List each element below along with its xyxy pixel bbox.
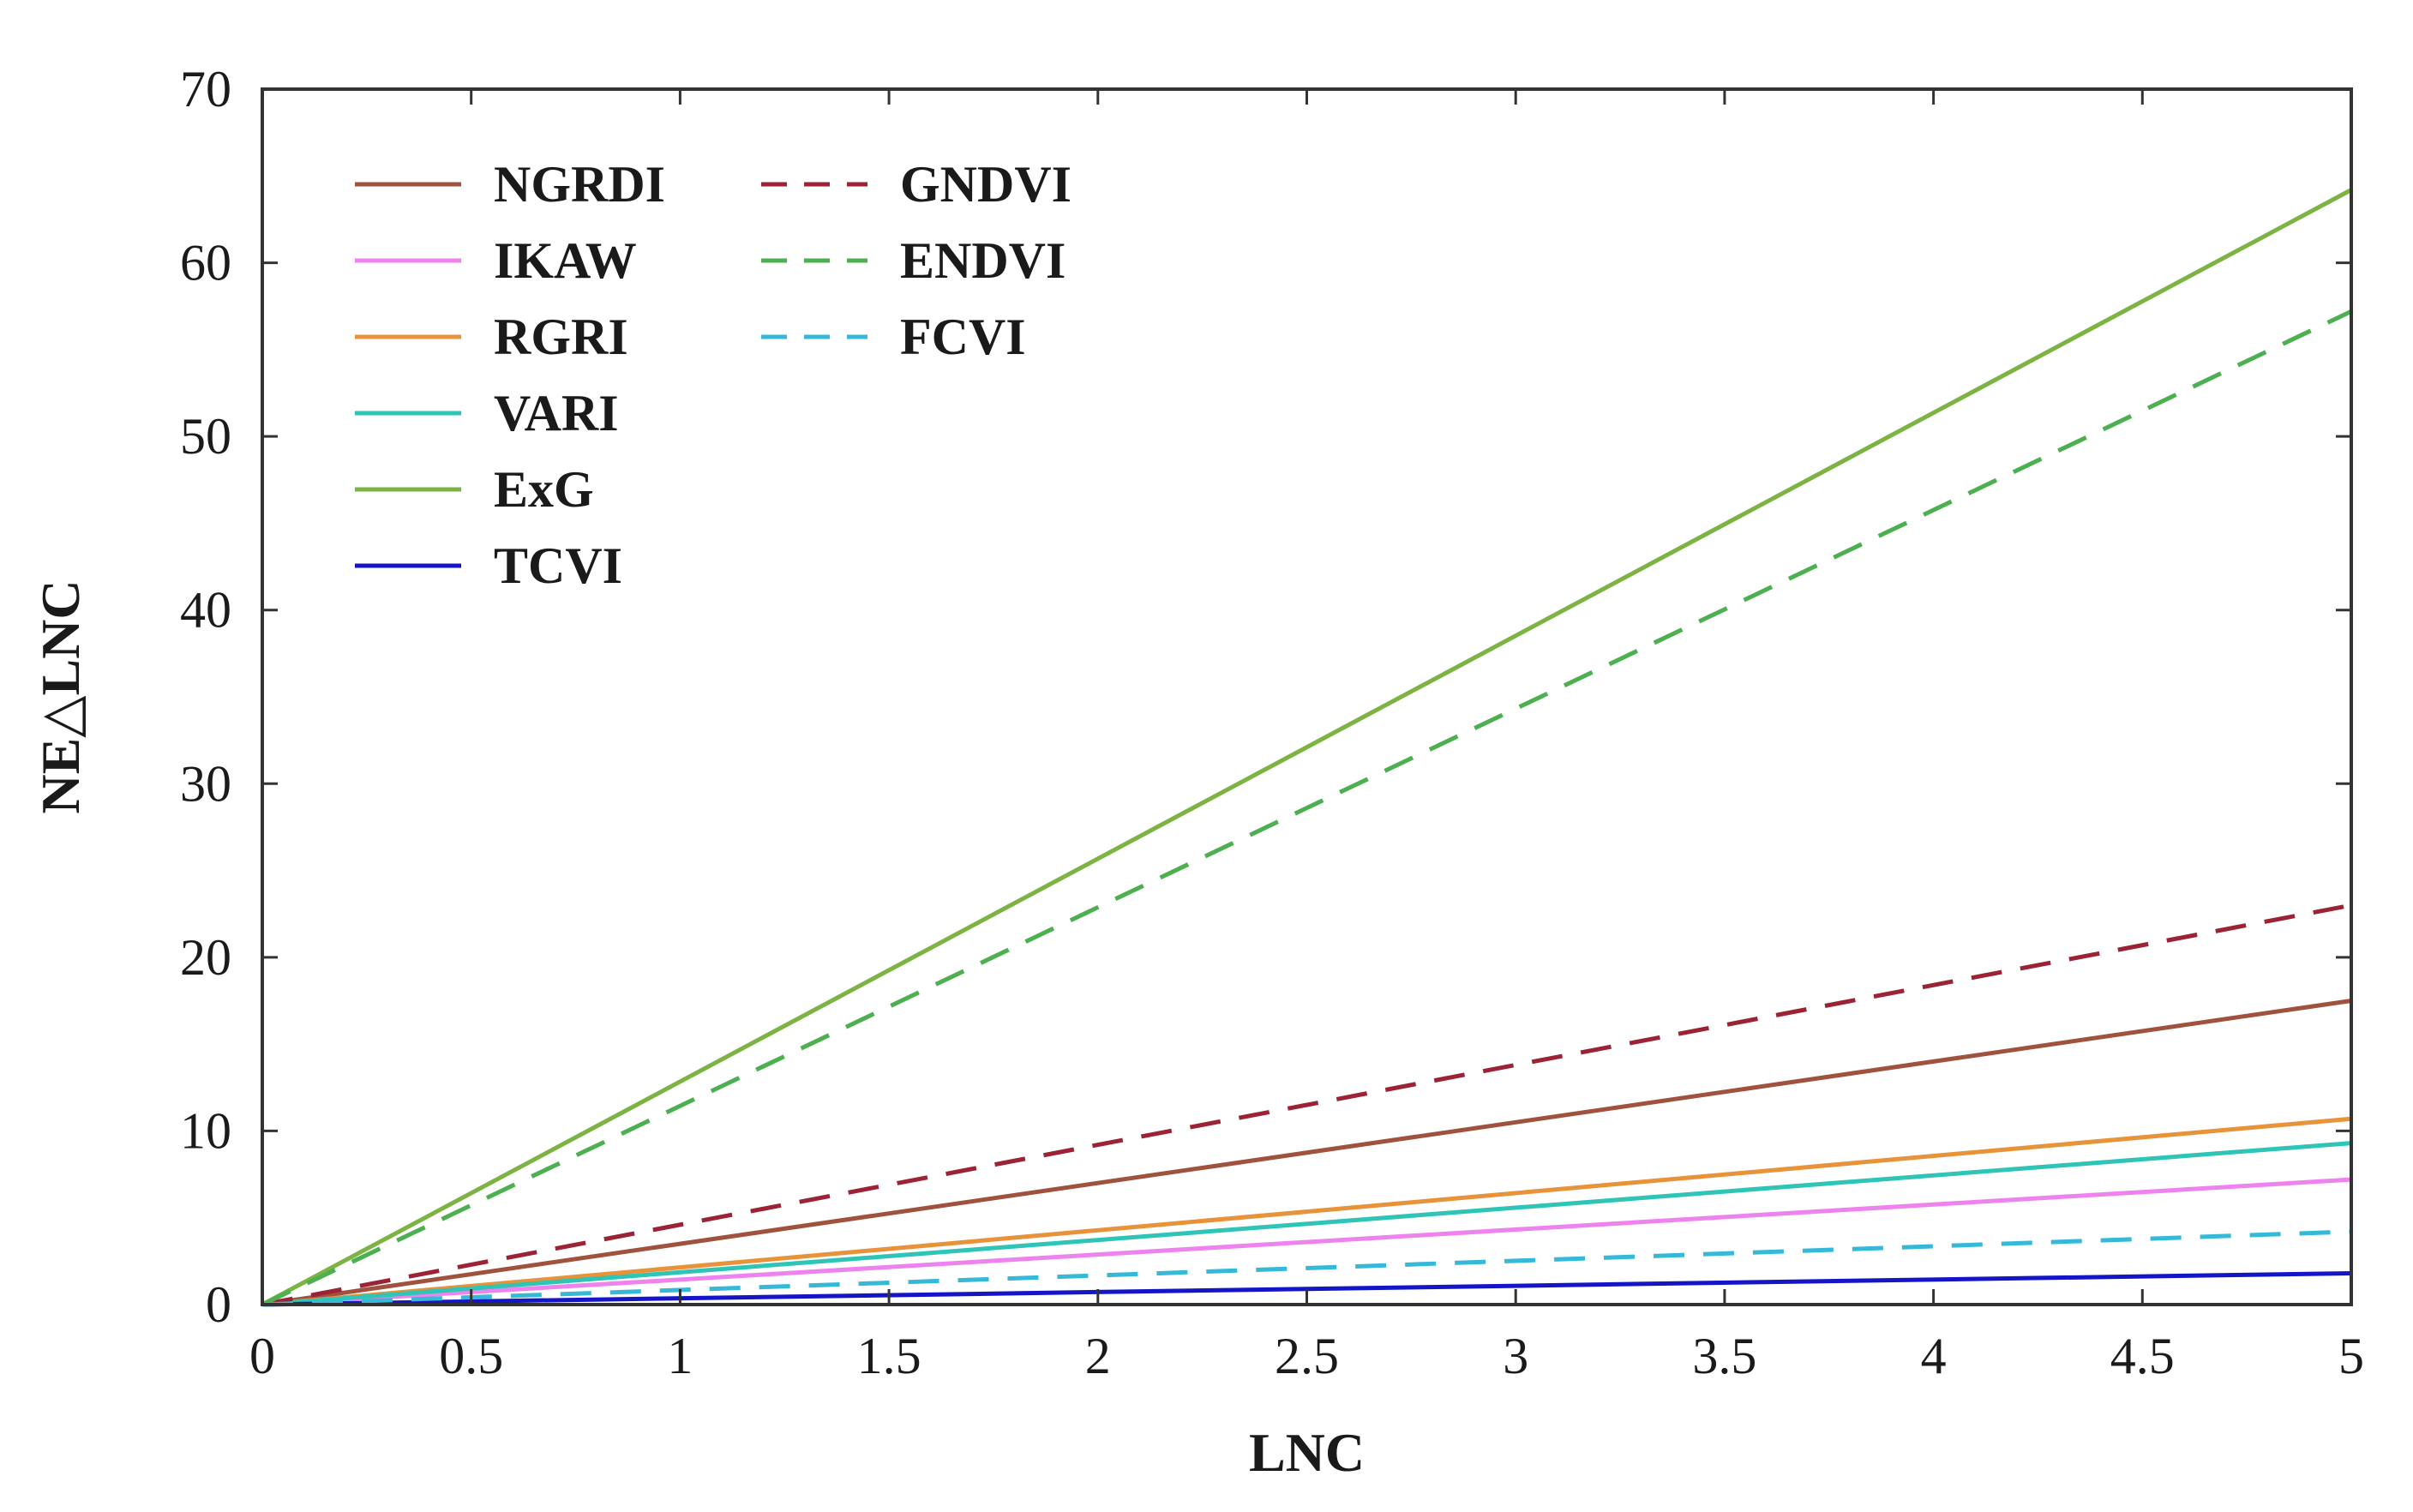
legend-label-ikaw: IKAW (494, 232, 637, 289)
series-line-tcvi (261, 1271, 2352, 1307)
legend: NGRDI IKAW RGRI VARI ExG TCVI GNDVI ENDVI FCVI (355, 156, 1071, 594)
series-line-vari (261, 1141, 2352, 1307)
y-tick-label: 70 (180, 61, 231, 117)
series-layer (261, 188, 2353, 1307)
series-line-ngrdi (261, 999, 2352, 1307)
x-tick-label: 2 (1085, 1328, 1111, 1384)
legend-label-vari: VARI (494, 385, 619, 441)
y-tick-label: 50 (180, 408, 231, 465)
x-tick-label: 0.5 (439, 1328, 503, 1384)
legend-label-ngrdi: NGRDI (494, 156, 665, 213)
x-axis-title: LNC (1249, 1422, 1365, 1483)
x-tick-label: 3.5 (1692, 1328, 1756, 1384)
series-line-endvi (261, 309, 2353, 1307)
series-line-rgri (261, 1116, 2352, 1307)
legend-label-gndvi: GNDVI (900, 156, 1071, 213)
series-line-fcvi (261, 1229, 2352, 1307)
x-tick-label: 2.5 (1275, 1328, 1339, 1384)
legend-label-rgri: RGRI (494, 309, 628, 365)
y-axis-title: NE△LNC (30, 579, 91, 813)
x-tick-label: 1.5 (857, 1328, 921, 1384)
x-tick-label: 0 (249, 1328, 275, 1384)
y-tick-label: 40 (180, 582, 231, 639)
x-tick-label: 1 (667, 1328, 693, 1384)
legend-label-endvi: ENDVI (900, 232, 1065, 289)
legend-label-fcvi: FCVI (900, 309, 1026, 365)
x-tick-label: 4.5 (2110, 1328, 2175, 1384)
x-tick-label: 5 (2338, 1328, 2364, 1384)
y-tick-label: 20 (180, 929, 231, 986)
legend-label-tcvi: TCVI (494, 537, 622, 594)
y-tick-label: 10 (180, 1102, 231, 1159)
x-tick-label: 3 (1503, 1328, 1528, 1384)
y-tick-label: 0 (206, 1276, 231, 1333)
series-line-gndvi (261, 903, 2352, 1307)
y-tick-label: 60 (180, 235, 231, 291)
x-tick-label: 4 (1921, 1328, 1947, 1384)
series-line-exg (261, 188, 2353, 1307)
legend-label-exg: ExG (494, 461, 594, 518)
y-tick-label: 30 (180, 755, 231, 812)
series-line-ikaw (261, 1177, 2352, 1307)
